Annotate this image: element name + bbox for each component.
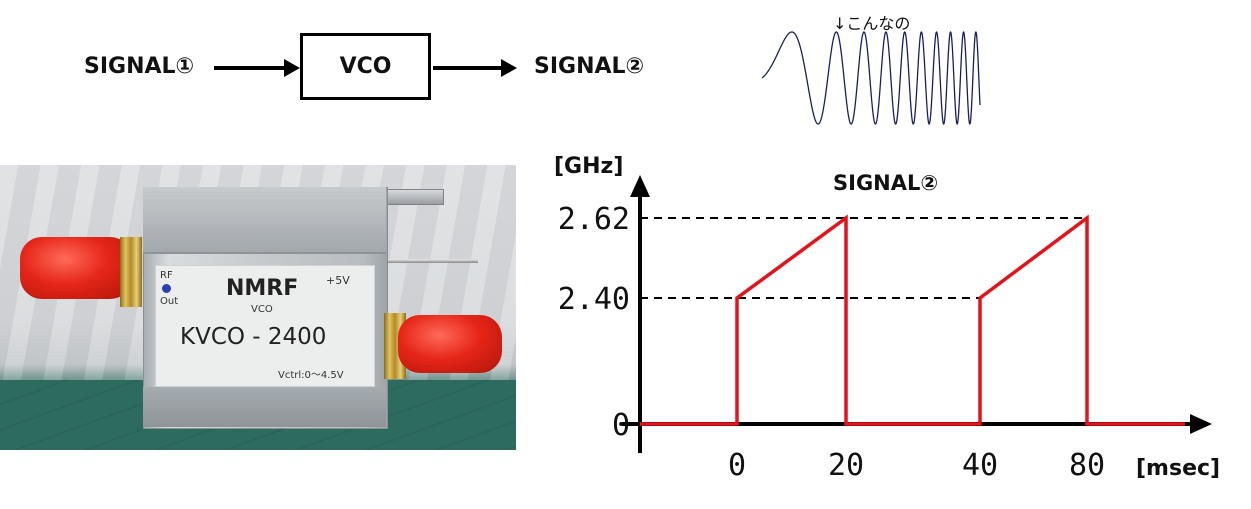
x-tick-label: 20 — [828, 448, 864, 483]
output-arrow — [433, 59, 517, 77]
rf-label: RF — [160, 270, 173, 281]
brand-logo: NMRF — [226, 276, 299, 301]
out-label: Out — [160, 296, 179, 307]
x-axis-arrow — [1190, 414, 1212, 434]
y-tick-label: 2.40 — [558, 282, 630, 317]
chart-y-label: [GHz] — [554, 154, 623, 179]
power-label: +5V — [326, 274, 350, 287]
rf-out-connector — [20, 237, 132, 299]
chart-tick-labels: 0 2.40 2.62 0 20 40 80 — [558, 202, 1105, 483]
signal-2-chart: 0 2.40 2.62 0 20 40 80 [GHz] SIGNAL② [msec] — [554, 154, 1220, 483]
rf-in-connector — [398, 315, 502, 373]
input-arrow — [214, 59, 300, 77]
waveform-note: ↓こんなの — [833, 14, 911, 33]
chart-title: SIGNAL② — [833, 171, 938, 195]
module-sub-label: VCO — [251, 304, 273, 315]
chart-axes — [622, 175, 1212, 453]
module-label-plate: RF Out NMRF VCO +5V KVCO - 2400 Vctrl:0～… — [155, 265, 375, 387]
vco-block: VCO — [300, 33, 431, 100]
signal-2-series-line — [640, 214, 1185, 426]
vco-module-photo: RF Out NMRF VCO +5V KVCO - 2400 Vctrl:0～… — [0, 165, 516, 450]
y-tick-label: 0 — [612, 408, 630, 443]
rf-dot-icon — [162, 284, 171, 293]
model-label: KVCO - 2400 — [180, 324, 327, 350]
rf-out-nut — [120, 237, 142, 307]
y-tick-label: 2.62 — [558, 202, 630, 237]
chart-x-label: [msec] — [1136, 456, 1220, 481]
mounting-tab — [386, 189, 444, 205]
signal-2-label: SIGNAL② — [534, 54, 645, 79]
power-pin — [386, 259, 478, 263]
signal-1-label: SIGNAL① — [84, 54, 195, 79]
chart-guides — [640, 217, 1087, 299]
y-axis-arrow — [630, 175, 650, 197]
x-tick-label: 40 — [962, 448, 998, 483]
vco-block-label: VCO — [339, 54, 392, 79]
module-housing-top — [143, 187, 386, 254]
x-tick-label: 0 — [728, 448, 746, 483]
module-housing-bottom — [143, 387, 386, 427]
chirp-waveform — [761, 31, 981, 125]
x-tick-label: 80 — [1069, 448, 1105, 483]
vctrl-label: Vctrl:0～4.5V — [278, 370, 344, 381]
